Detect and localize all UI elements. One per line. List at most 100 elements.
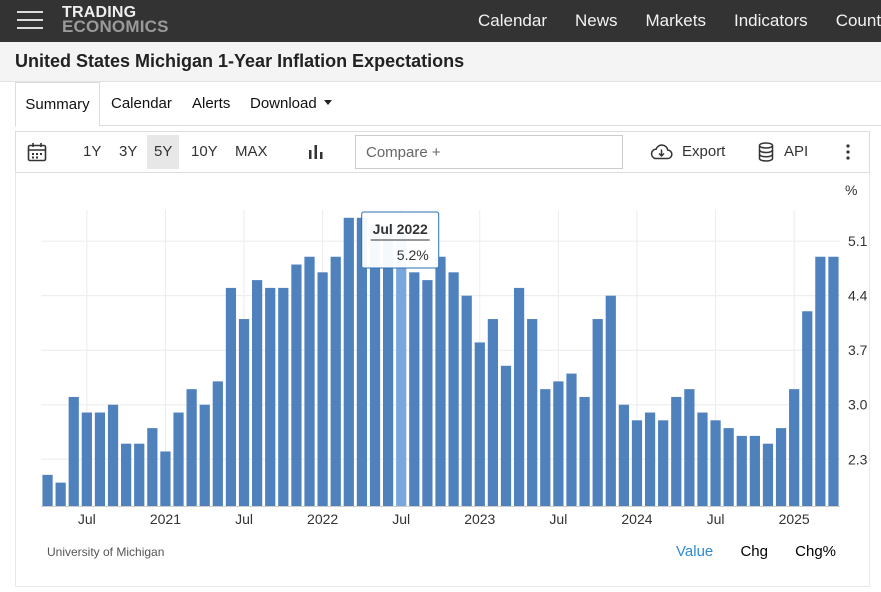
bar-apr-2022[interactable] [356, 217, 368, 506]
bar-nov-2022[interactable] [448, 272, 459, 506]
bar-jun-2020[interactable] [68, 396, 79, 506]
bar-mar-2023[interactable] [500, 365, 512, 506]
bar-jul-2022[interactable] [396, 233, 407, 507]
bar-mar-2022[interactable] [343, 217, 354, 506]
bar-nov-2020[interactable] [134, 443, 145, 506]
chart-value-switch: Value Chg Chg% [676, 543, 859, 560]
bar-feb-2025[interactable] [802, 311, 813, 506]
bar-nov-2023[interactable] [605, 295, 616, 506]
bar-aug-2020[interactable] [94, 412, 106, 506]
bar-sep-2023[interactable] [579, 396, 590, 506]
bar-jan-2021[interactable] [160, 451, 171, 506]
brand-line1: TRADING [62, 4, 137, 21]
bar-sep-2021[interactable] [265, 287, 276, 506]
bar-jun-2023[interactable] [540, 389, 551, 506]
brand-line2: ECONOMICS [62, 17, 169, 36]
range-max-button[interactable]: MAX [235, 143, 268, 160]
api-button[interactable]: API [784, 143, 809, 160]
bar-mar-2024[interactable] [658, 420, 669, 506]
tooltip-date: Jul 2022 [373, 221, 428, 237]
chg-toggle[interactable]: Chg [740, 543, 768, 560]
bar-dec-2020[interactable] [147, 428, 158, 506]
range-1y-button[interactable]: 1Y [83, 143, 102, 160]
range-10y-button[interactable]: 10Y [191, 143, 218, 160]
bar-apr-2025[interactable] [828, 256, 839, 506]
bar-jul-2023[interactable] [553, 381, 564, 506]
bar-oct-2023[interactable] [592, 319, 603, 506]
tab-summary[interactable]: Summary [15, 82, 100, 127]
bar-nov-2024[interactable] [762, 443, 774, 506]
bar-feb-2024[interactable] [644, 412, 656, 506]
database-icon[interactable] [758, 142, 774, 162]
brand-logo[interactable]: TRADING ECONOMICS [62, 4, 169, 36]
bar-apr-2021[interactable] [199, 404, 210, 506]
tab-calendar[interactable]: Calendar [111, 95, 172, 112]
bar-dec-2024[interactable] [775, 428, 787, 506]
bar-mar-2021[interactable] [186, 389, 197, 506]
tab-alerts[interactable]: Alerts [192, 95, 231, 112]
tab-download[interactable]: Download [250, 82, 332, 126]
bar-apr-2020[interactable] [42, 474, 53, 506]
nav-countries[interactable]: Countries [835, 11, 881, 30]
bar-jun-2021[interactable] [225, 287, 237, 506]
nav-indicators[interactable]: Indicators [733, 11, 808, 30]
x-tick-label: 2021 [150, 511, 181, 527]
bar-may-2020[interactable] [55, 482, 66, 506]
bar-mar-2025[interactable] [815, 256, 826, 506]
bar-jun-2022[interactable] [382, 225, 394, 506]
bar-aug-2024[interactable] [723, 428, 734, 506]
nav-news[interactable]: News [575, 11, 618, 30]
range-3y-button[interactable]: 3Y [119, 143, 138, 160]
tooltip-value: 5.2% [397, 247, 429, 263]
bar-apr-2023[interactable] [513, 287, 525, 506]
value-toggle[interactable]: Value [676, 543, 714, 560]
bar-oct-2024[interactable] [749, 435, 760, 506]
bar-oct-2021[interactable] [278, 287, 289, 506]
bar-apr-2024[interactable] [671, 396, 682, 506]
chg-pct-toggle[interactable]: Chg% [795, 543, 836, 560]
bar-jun-2024[interactable] [697, 412, 708, 506]
bar-may-2023[interactable] [527, 319, 538, 506]
bar-sep-2020[interactable] [107, 404, 119, 506]
bar-dec-2023[interactable] [618, 404, 629, 506]
bar-jul-2020[interactable] [81, 412, 92, 506]
cloud-download-icon[interactable] [649, 143, 673, 161]
chart-area[interactable]: 2.3 3.0 3.7 4.4 5.1% Jul 2021 Jul 2022 Jul 2023 Jul… [16, 172, 871, 587]
chevron-down-icon [323, 99, 332, 105]
bar-feb-2022[interactable] [330, 256, 341, 506]
export-button[interactable]: Export [682, 143, 726, 160]
bar-feb-2021[interactable] [173, 412, 184, 506]
top-navigation-bar: TRADING ECONOMICS Calendar News Markets … [0, 0, 881, 42]
chart-source: University of Michigan [47, 545, 165, 559]
bar-oct-2022[interactable] [435, 256, 446, 506]
bar-may-2022[interactable] [369, 225, 381, 506]
more-options-icon[interactable] [845, 144, 851, 160]
bar-jul-2024[interactable] [710, 420, 721, 506]
bar-jan-2022[interactable] [317, 272, 328, 506]
menu-icon[interactable] [17, 10, 43, 30]
bar-aug-2022[interactable] [409, 272, 420, 506]
bar-may-2021[interactable] [212, 381, 223, 506]
bar-oct-2020[interactable] [121, 443, 132, 506]
y-tick-label: 3.7 [848, 342, 868, 358]
bar-aug-2021[interactable] [252, 280, 263, 506]
range-5y-button[interactable]: 5Y [147, 135, 180, 169]
bar-dec-2021[interactable] [304, 256, 315, 506]
bar-feb-2023[interactable] [487, 319, 499, 506]
bar-jan-2024[interactable] [631, 420, 643, 506]
nav-markets[interactable]: Markets [645, 11, 706, 30]
bar-sep-2022[interactable] [422, 280, 433, 506]
calendar-icon[interactable] [27, 142, 47, 162]
bar-jul-2021[interactable] [238, 319, 250, 506]
nav-calendar[interactable]: Calendar [478, 11, 547, 30]
y-tick-label: 5.1 [848, 233, 868, 249]
bar-jan-2025[interactable] [789, 389, 800, 506]
chart-type-icon[interactable] [307, 143, 325, 161]
bar-may-2024[interactable] [684, 389, 695, 506]
bar-aug-2023[interactable] [566, 373, 577, 506]
bar-jan-2023[interactable] [474, 342, 485, 506]
bar-dec-2022[interactable] [461, 295, 472, 506]
bar-nov-2021[interactable] [291, 264, 302, 506]
bar-sep-2024[interactable] [736, 435, 747, 506]
compare-input[interactable] [355, 135, 623, 169]
